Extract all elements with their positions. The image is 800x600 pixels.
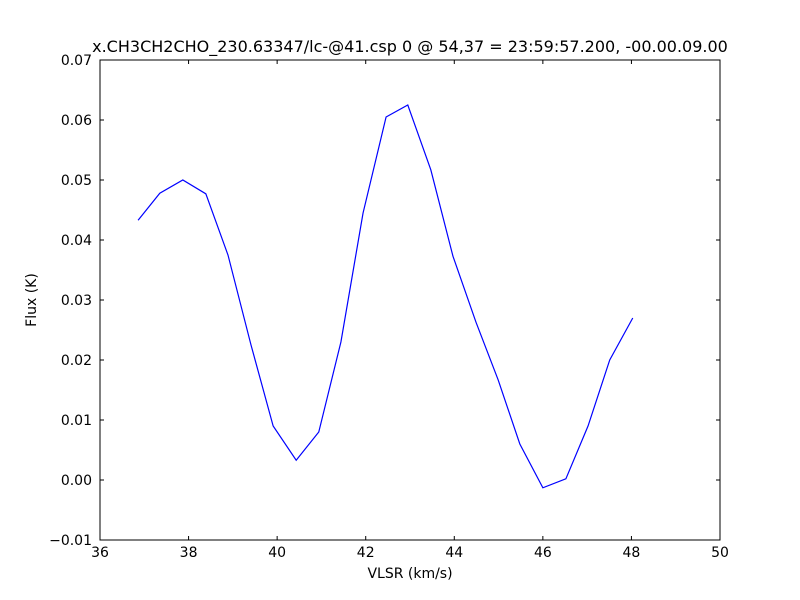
plot-frame <box>99 59 721 541</box>
y-tick-label: 0.06 <box>61 113 92 129</box>
y-tick-label: 0.01 <box>61 413 92 429</box>
y-tick-label: 0.04 <box>61 233 92 249</box>
y-tick-label: 0.03 <box>61 293 92 309</box>
y-tick-label: 0.07 <box>61 53 92 69</box>
x-tick-label: 46 <box>534 545 552 561</box>
x-tick-label: 42 <box>357 545 375 561</box>
y-axis-label: Flux (K) <box>24 273 40 327</box>
x-tick-label: 40 <box>268 545 286 561</box>
y-tick-label: 0.00 <box>61 473 92 489</box>
y-tick-label: 0.02 <box>61 353 92 369</box>
x-tick-label: 38 <box>180 545 198 561</box>
chart-title: x.CH3CH2CHO_230.63347/lc-@41.csp 0 @ 54,… <box>92 37 728 57</box>
x-tick-label: 44 <box>445 545 463 561</box>
data-line <box>137 104 634 489</box>
y-tick-label: −0.01 <box>49 533 92 549</box>
x-tick-label: 36 <box>91 545 109 561</box>
x-tick-label: 50 <box>711 545 729 561</box>
y-tick-label: 0.05 <box>61 173 92 189</box>
x-tick-label: 48 <box>623 545 641 561</box>
x-axis-label: VLSR (km/s) <box>367 566 452 582</box>
